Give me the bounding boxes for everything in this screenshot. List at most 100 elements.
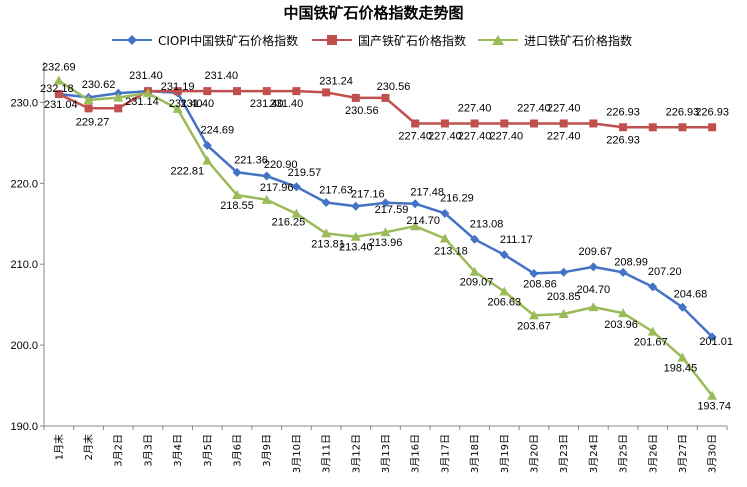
legend-item-domestic: 国产铁矿石价格指数: [312, 30, 466, 50]
data-point-diamond: [529, 268, 539, 278]
data-point-square: [54, 90, 63, 99]
data-label: 231.40: [270, 98, 304, 110]
x-tick-label: 3月11日: [321, 434, 333, 473]
x-tick-label: 3月12日: [350, 434, 362, 473]
data-point-square: [500, 119, 509, 128]
data-label: 204.68: [674, 288, 708, 300]
data-point-diamond: [499, 250, 509, 260]
data-point-diamond: [588, 262, 598, 272]
data-label: 206.63: [487, 296, 521, 308]
data-point-square: [411, 119, 420, 128]
x-tick-label: 3月20日: [528, 434, 540, 473]
data-label: 216.25: [272, 217, 306, 229]
data-label: 231.04: [44, 99, 78, 111]
data-label: 231.40: [204, 70, 238, 82]
data-point-square: [292, 87, 301, 96]
data-point-square: [470, 119, 479, 128]
data-label: 211.17: [500, 234, 533, 246]
data-label: 213.81: [311, 238, 345, 250]
data-point-triangle: [618, 308, 629, 318]
data-label: 208.99: [614, 256, 648, 268]
data-label: 227.40: [517, 102, 551, 114]
data-point-diamond: [559, 267, 569, 277]
data-point-diamond: [470, 234, 480, 244]
data-label: 231.14: [125, 96, 159, 108]
data-label: 217.63: [319, 185, 353, 197]
data-point-triangle: [558, 308, 569, 318]
data-label: 222.81: [170, 166, 204, 178]
data-point-triangle: [380, 227, 391, 237]
data-point-triangle: [528, 310, 539, 320]
data-point-diamond: [291, 182, 301, 192]
legend-item-ciopi: CIOPI中国铁矿石价格指数: [112, 30, 298, 50]
data-label: 207.20: [648, 266, 682, 278]
y-tick-label: 190.0: [10, 421, 38, 433]
data-point-diamond: [707, 332, 717, 342]
data-point-square: [708, 123, 717, 132]
x-tick-label: 3月17日: [439, 434, 451, 473]
x-tick-label: 3月18日: [469, 434, 481, 473]
data-point-square: [173, 87, 182, 96]
data-point-square: [233, 87, 242, 96]
data-point-triangle: [469, 266, 480, 276]
legend-label-imported: 进口铁矿石价格指数: [524, 33, 633, 48]
x-tick-label: 3月3日: [142, 434, 154, 467]
data-label: 227.40: [398, 130, 432, 142]
data-point-square: [559, 119, 568, 128]
legend-label-domestic: 国产铁矿石价格指数: [358, 33, 467, 48]
data-point-triangle: [202, 155, 213, 165]
legend-item-imported: 进口铁矿石价格指数: [478, 30, 632, 50]
data-label: 201.01: [699, 336, 733, 348]
data-point-triangle: [172, 103, 183, 113]
data-label: 227.40: [458, 102, 492, 114]
data-label: 213.18: [434, 245, 468, 257]
data-label: 227.40: [547, 102, 581, 114]
data-label: 213.96: [369, 237, 403, 249]
data-label: 230.56: [345, 105, 379, 117]
data-point-diamond: [381, 198, 390, 208]
data-label: 217.48: [410, 187, 444, 199]
data-label: 231.40: [250, 98, 284, 110]
x-tick-label: 3月4日: [172, 434, 184, 467]
data-label: 201.67: [634, 337, 668, 349]
data-label: 227.40: [489, 130, 523, 142]
data-label: 226.93: [606, 106, 640, 118]
data-label: 204.70: [577, 284, 611, 296]
data-label: 208.86: [523, 278, 557, 290]
data-point-diamond: [232, 167, 242, 177]
data-label: 227.40: [458, 130, 492, 142]
data-label: 227.40: [547, 130, 581, 142]
x-tick-label: 3月27日: [677, 434, 689, 473]
x-tick-label: 3月16日: [410, 434, 422, 473]
data-label: 209.07: [460, 277, 494, 289]
data-label: 216.29: [440, 192, 474, 204]
x-tick-label: 3月6日: [232, 434, 244, 467]
data-point-square: [678, 123, 687, 132]
data-point-square: [648, 123, 657, 132]
data-point-triangle: [321, 228, 332, 238]
x-tick-label: 3月23日: [558, 434, 570, 473]
data-point-square: [589, 119, 598, 128]
data-point-diamond: [440, 208, 450, 218]
data-point-triangle: [53, 75, 64, 85]
y-tick-label: 210.0: [10, 259, 38, 271]
data-label: 221.36: [234, 154, 268, 166]
data-point-diamond: [648, 282, 658, 292]
x-tick-label: 3月24日: [588, 434, 600, 473]
legend-marker-square-icon: [312, 35, 352, 45]
data-point-triangle: [83, 95, 94, 105]
data-label: 217.59: [375, 204, 409, 216]
chart-title: 中国铁矿石价格指数走势图: [283, 4, 464, 22]
y-tick-label: 220.0: [10, 178, 38, 190]
legend-label-ciopi: CIOPI中国铁矿石价格指数: [158, 33, 299, 48]
data-point-square: [381, 93, 390, 102]
data-label: 230.56: [377, 81, 411, 93]
data-point-square: [529, 119, 538, 128]
legend-marker-diamond-icon: [112, 35, 152, 45]
data-point-triangle: [588, 302, 599, 312]
data-label: 231.40: [169, 98, 203, 110]
data-point-diamond: [262, 171, 272, 181]
data-label: 226.93: [606, 134, 640, 146]
data-label: 217.16: [351, 188, 385, 200]
